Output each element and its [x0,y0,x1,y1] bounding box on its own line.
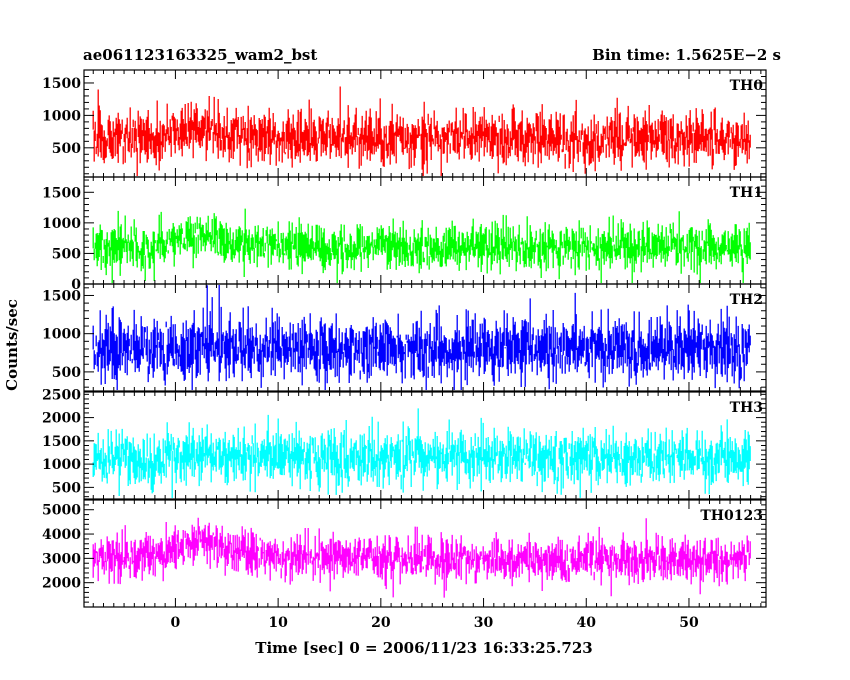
series-th1-line [92,208,751,283]
y-tick-label: 1000 [42,216,81,232]
y-tick-label: 1000 [42,108,81,124]
series-th0-line [92,86,751,176]
series-th2-line [92,285,751,390]
y-tick-label: 500 [52,480,81,496]
panel-frame [83,283,767,392]
y-tick-label: 500 [52,141,81,157]
x-tick-label: 30 [474,615,494,631]
panel-th0123: 2000 3000 4000 5000 TH0123 [42,499,767,608]
series-th0123-line [92,517,751,598]
panel-th2: 500 1000 1500 TH2 [42,283,767,392]
y-tick-label: 1500 [42,185,81,201]
panel-label-th1: TH1 [730,185,763,201]
y-tick-label: 500 [52,246,81,262]
panel-label-th0: TH0 [730,78,764,94]
x-tick-label: 20 [371,615,391,631]
panel-label-th3: TH3 [730,400,763,416]
y-tick-label: 1000 [42,457,81,473]
y-tick-label: 1500 [42,288,81,304]
bin-time-label: Bin time: 1.5625E−2 s [592,46,781,64]
y-tick-label: 3000 [42,551,81,567]
y-tick-label: 2000 [42,411,81,427]
x-tick-label: 40 [577,615,597,631]
panel-label-th2: TH2 [730,292,763,308]
y-tick-label: 500 [52,365,81,381]
y-tick-label: 1500 [42,434,81,450]
y-tick-label: 5000 [42,503,81,519]
y-tick-label: 1000 [42,327,81,343]
x-axis-label: Time [sec] 0 = 2006/11/23 16:33:25.723 [255,639,592,657]
x-tick-label: 10 [268,615,288,631]
y-tick-label: 2000 [42,576,81,592]
y-tick-label: 4000 [42,527,81,543]
panel-th3: 500 1000 1500 2000 2500 TH3 [42,387,767,500]
panel-th0: 500 1000 1500 TH0 [42,69,767,178]
x-tick-label: 0 [171,615,181,631]
chart-title: ae061123163325_wam2_bst [83,46,317,64]
y-tick-label: 2500 [42,387,81,403]
y-tick-label: 0 [71,277,81,293]
panel-th1: 0 500 1000 1500 TH1 [42,176,767,293]
y-axis-label: Counts/sec [3,299,21,391]
series-th3-line [92,408,751,498]
panel-label-th0123: TH0123 [700,508,763,524]
y-tick-label: 1500 [42,76,81,92]
x-tick-label: 50 [679,615,699,631]
